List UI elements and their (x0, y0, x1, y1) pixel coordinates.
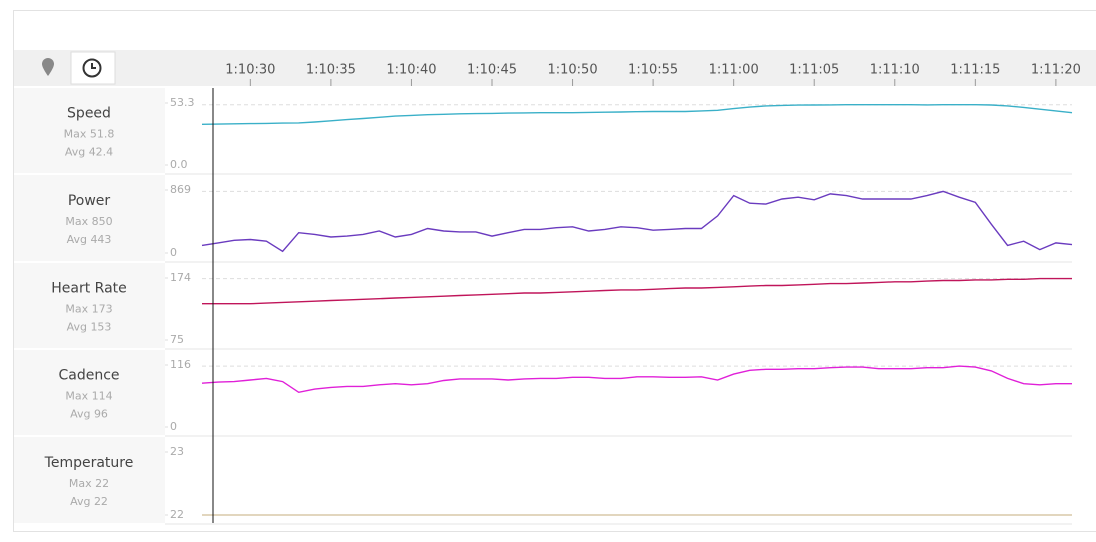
stat-label: Avg (67, 321, 87, 334)
stat-label: Avg (70, 495, 90, 508)
panel-name: Power (68, 193, 111, 209)
panel-stat: Max 22 (69, 477, 109, 490)
panel-name: Cadence (58, 368, 119, 384)
stat-value: 850 (92, 215, 113, 228)
side-panel (14, 350, 165, 435)
x-tick-label: 1:11:00 (709, 63, 759, 78)
panel-name: Heart Rate (51, 281, 127, 297)
stat-value: 42.4 (89, 146, 114, 159)
stat-label: Max (69, 477, 92, 490)
y-tick-label: 75 (170, 333, 184, 346)
x-tick-label: 1:10:45 (467, 63, 517, 78)
y-tick-label: 23 (170, 445, 184, 458)
clock-hands (91, 63, 96, 69)
x-tick-label: 1:10:50 (547, 63, 597, 78)
side-panel (14, 175, 165, 261)
time-button[interactable] (70, 51, 116, 85)
x-tick-label: 1:10:40 (386, 63, 436, 78)
panel-stat: Avg 96 (70, 408, 108, 421)
stat-value: 22 (94, 495, 108, 508)
panel-stat: Max 51.8 (64, 128, 115, 141)
panel-name: Speed (67, 106, 111, 122)
panel-stat: Avg 22 (70, 495, 108, 508)
panel-stat: Max 173 (65, 303, 112, 316)
panel-stat: Max 850 (65, 215, 112, 228)
panel-stat: Avg 42.4 (65, 146, 113, 159)
side-panel (14, 88, 165, 173)
stat-label: Max (65, 215, 88, 228)
y-tick-label: 116 (170, 358, 191, 371)
stat-label: Max (64, 128, 87, 141)
header-bar (14, 50, 1096, 86)
x-tick-label: 1:11:20 (1031, 63, 1081, 78)
stat-label: Max (65, 390, 88, 403)
x-tick-label: 1:11:10 (870, 63, 920, 78)
series-line (201, 190, 1073, 253)
x-tick-label: 1:10:35 (306, 63, 356, 78)
stat-value: 22 (95, 477, 109, 490)
y-tick-label: 174 (170, 271, 191, 284)
stat-label: Avg (70, 408, 90, 421)
y-tick-label: 22 (170, 508, 184, 521)
stat-value: 173 (92, 303, 113, 316)
stat-value: 153 (90, 321, 111, 334)
x-tick-label: 1:10:55 (628, 63, 678, 78)
stat-value: 443 (90, 233, 111, 246)
panel-stat: Max 114 (65, 390, 112, 403)
x-tick-label: 1:11:15 (950, 63, 1000, 78)
series-line (202, 277, 1072, 305)
y-tick-label: 0.0 (170, 158, 188, 171)
pin-icon (42, 58, 54, 76)
side-panel (14, 263, 165, 348)
panel-stat: Avg 153 (67, 321, 112, 334)
panel-name: Temperature (44, 455, 134, 471)
y-tick-label: 53.3 (170, 96, 195, 109)
stat-label: Avg (67, 233, 87, 246)
y-tick-label: 0 (170, 420, 177, 433)
series-line (201, 104, 1073, 125)
panel-stat: Avg 443 (67, 233, 112, 246)
map-button[interactable] (28, 52, 68, 84)
stat-value: 96 (94, 408, 108, 421)
stat-label: Max (65, 303, 88, 316)
x-tick-label: 1:10:30 (225, 63, 275, 78)
stat-value: 114 (92, 390, 113, 403)
stat-label: Avg (65, 146, 85, 159)
y-tick-label: 869 (170, 183, 191, 196)
x-tick-label: 1:11:05 (789, 63, 839, 78)
frame (13, 10, 1096, 532)
side-panel (14, 437, 165, 523)
stat-value: 51.8 (90, 128, 115, 141)
y-tick-label: 0 (170, 246, 177, 259)
series-line (201, 365, 1072, 394)
clock-icon (82, 58, 102, 78)
